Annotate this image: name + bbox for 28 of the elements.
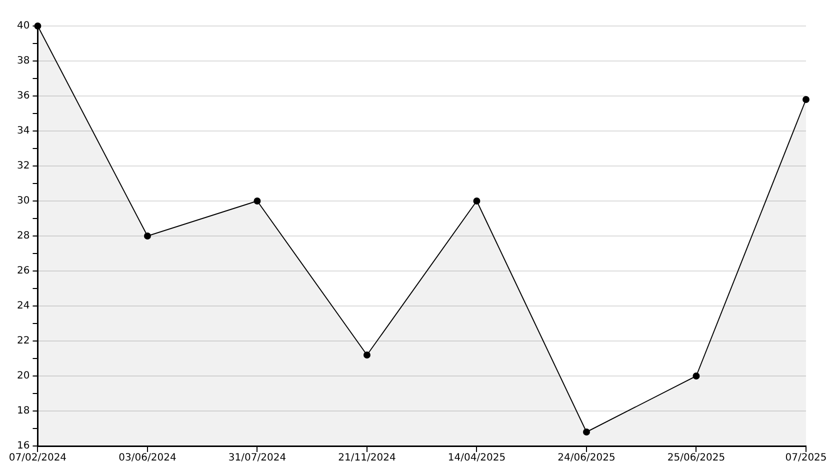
x-tick-label: 25/06/2025 [667, 452, 726, 464]
y-tick-label: 22 [16, 336, 30, 347]
y-tick-label: 34 [16, 126, 30, 137]
y-tick-label: 24 [16, 300, 30, 312]
y-tick-label: 40 [16, 20, 30, 32]
y-tick-label: 18 [16, 406, 30, 417]
y-tick-label: 30 [16, 196, 30, 207]
point [144, 232, 151, 240]
x-tick-label: 21/11/2024 [338, 452, 396, 464]
y-tick-label: 32 [16, 160, 30, 172]
y-tick-label: 20 [16, 370, 30, 382]
x-tick-label: 07/2025 [785, 452, 827, 464]
x-tick-label: 24/06/2025 [558, 452, 616, 464]
point [582, 428, 590, 436]
x-tick-label: 07/02/2024 [8, 452, 67, 464]
point [363, 352, 370, 358]
y-tick-label: 36 [16, 90, 30, 102]
x-tick-label: 14/04/2025 [448, 452, 506, 464]
point [802, 96, 810, 103]
point [692, 372, 700, 380]
x-tick-label: 31/07/2024 [228, 452, 286, 464]
y-tick-label: 28 [16, 230, 30, 242]
point [473, 198, 480, 204]
y-tick-label: 26 [16, 266, 30, 277]
y-tick-label: 16 [16, 440, 30, 452]
point [254, 198, 261, 204]
x-tick-label: 03/06/2024 [118, 452, 176, 464]
y-tick-label: 38 [16, 56, 30, 67]
